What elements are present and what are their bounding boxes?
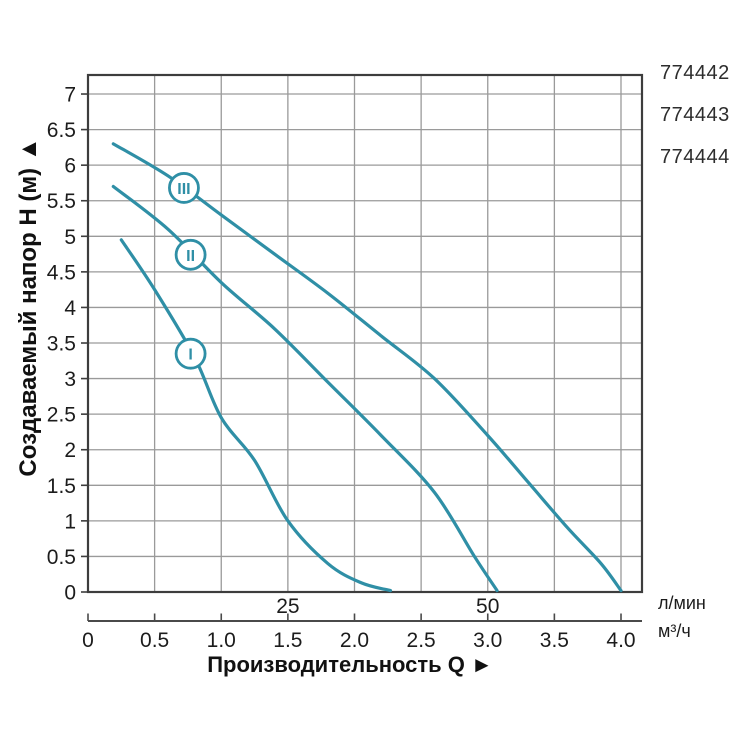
y-tick-label: 4.5 <box>47 261 76 284</box>
curve-label-I: I <box>188 347 192 364</box>
x-tick-label-m3h: 4.0 <box>606 629 635 652</box>
y-tick-label: 2 <box>64 439 76 462</box>
x-tick-label-m3h: 1.5 <box>273 629 302 652</box>
unit-m3h-label: м³/ч <box>658 621 691 641</box>
product-code: 774443 <box>660 104 730 126</box>
x-tick-label-lmin: 25 <box>276 595 299 618</box>
curve-label-circle-III <box>168 172 200 204</box>
product-code: 774444 <box>660 146 730 168</box>
x-tick-label-m3h: 3.5 <box>540 629 569 652</box>
curve-label-II: II <box>186 248 195 265</box>
plot-border <box>86 73 644 594</box>
x-tick-label-m3h: 3.0 <box>473 629 502 652</box>
y-tick-label: 0.5 <box>47 546 76 569</box>
x-tick-label-m3h: 0.5 <box>140 629 169 652</box>
curve-II <box>111 184 499 593</box>
y-tick-label: 6.5 <box>47 119 76 142</box>
x-tick-label-m3h: 2.0 <box>340 629 369 652</box>
y-tick-label: 0 <box>64 582 76 605</box>
y-tick-label: 5.5 <box>47 190 76 213</box>
x-tick-label-m3h: 2.5 <box>407 629 436 652</box>
y-tick-label: 1.5 <box>47 475 76 498</box>
y-tick-label: 2.5 <box>47 404 76 427</box>
curve-I <box>119 238 393 593</box>
y-tick-label: 7 <box>64 84 76 107</box>
curve-label-III: III <box>177 181 190 198</box>
y-tick-label: 3 <box>64 368 76 391</box>
x-tick-label-lmin: 50 <box>476 595 499 618</box>
y-tick-label: 4 <box>64 297 76 320</box>
y-tick-label: 6 <box>64 155 76 178</box>
x-tick-label-m3h: 1.0 <box>207 629 236 652</box>
curve-III <box>111 142 623 593</box>
y-tick-label: 3.5 <box>47 333 76 356</box>
product-codes-legend: 774442 774443 774444 <box>660 62 730 169</box>
curve-label-circle-I <box>174 337 207 370</box>
curve-label-circle-II <box>174 238 207 271</box>
product-code: 774442 <box>660 62 730 84</box>
unit-lmin-label: л/мин <box>658 593 706 613</box>
y-tick-label: 1 <box>64 510 76 533</box>
y-tick-label: 5 <box>64 226 76 249</box>
x-axis-title: Производительность Q ► <box>207 652 493 677</box>
y-axis-title: Создаваемый напор H (м) ▲ <box>15 137 42 477</box>
x-tick-label-m3h: 0 <box>82 629 94 652</box>
